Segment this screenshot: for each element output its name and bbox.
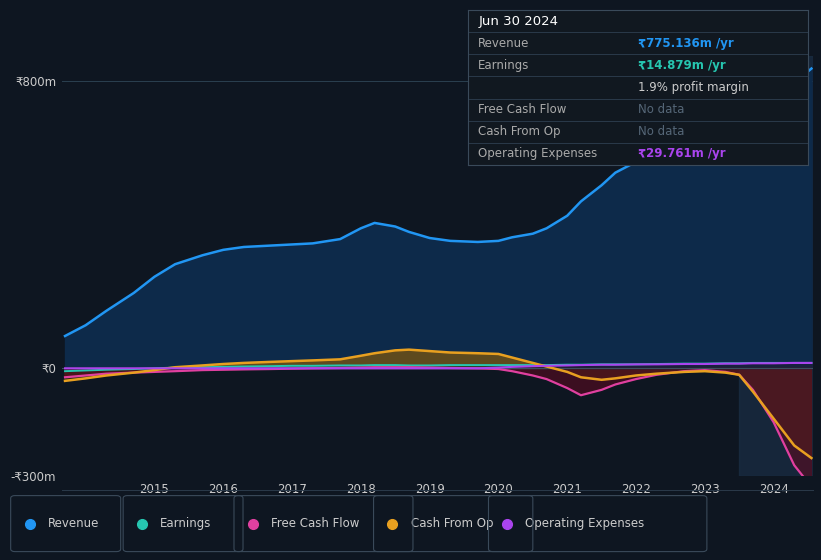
Text: ₹775.136m /yr: ₹775.136m /yr — [638, 37, 734, 50]
Text: Operating Expenses: Operating Expenses — [525, 517, 644, 530]
Text: Earnings: Earnings — [478, 59, 530, 72]
Text: Jun 30 2024: Jun 30 2024 — [478, 15, 558, 27]
Text: ₹29.761m /yr: ₹29.761m /yr — [638, 147, 726, 160]
Text: Revenue: Revenue — [48, 517, 99, 530]
Text: Operating Expenses: Operating Expenses — [478, 147, 598, 160]
Text: Earnings: Earnings — [160, 517, 212, 530]
Bar — [739, 56, 813, 476]
Text: Cash From Op: Cash From Op — [410, 517, 493, 530]
Text: ₹14.879m /yr: ₹14.879m /yr — [638, 59, 726, 72]
Text: 1.9% profit margin: 1.9% profit margin — [638, 81, 749, 94]
Text: Cash From Op: Cash From Op — [478, 125, 561, 138]
Text: Free Cash Flow: Free Cash Flow — [271, 517, 360, 530]
Text: No data: No data — [638, 103, 685, 116]
Text: Free Cash Flow: Free Cash Flow — [478, 103, 566, 116]
Text: Revenue: Revenue — [478, 37, 530, 50]
Text: No data: No data — [638, 125, 685, 138]
